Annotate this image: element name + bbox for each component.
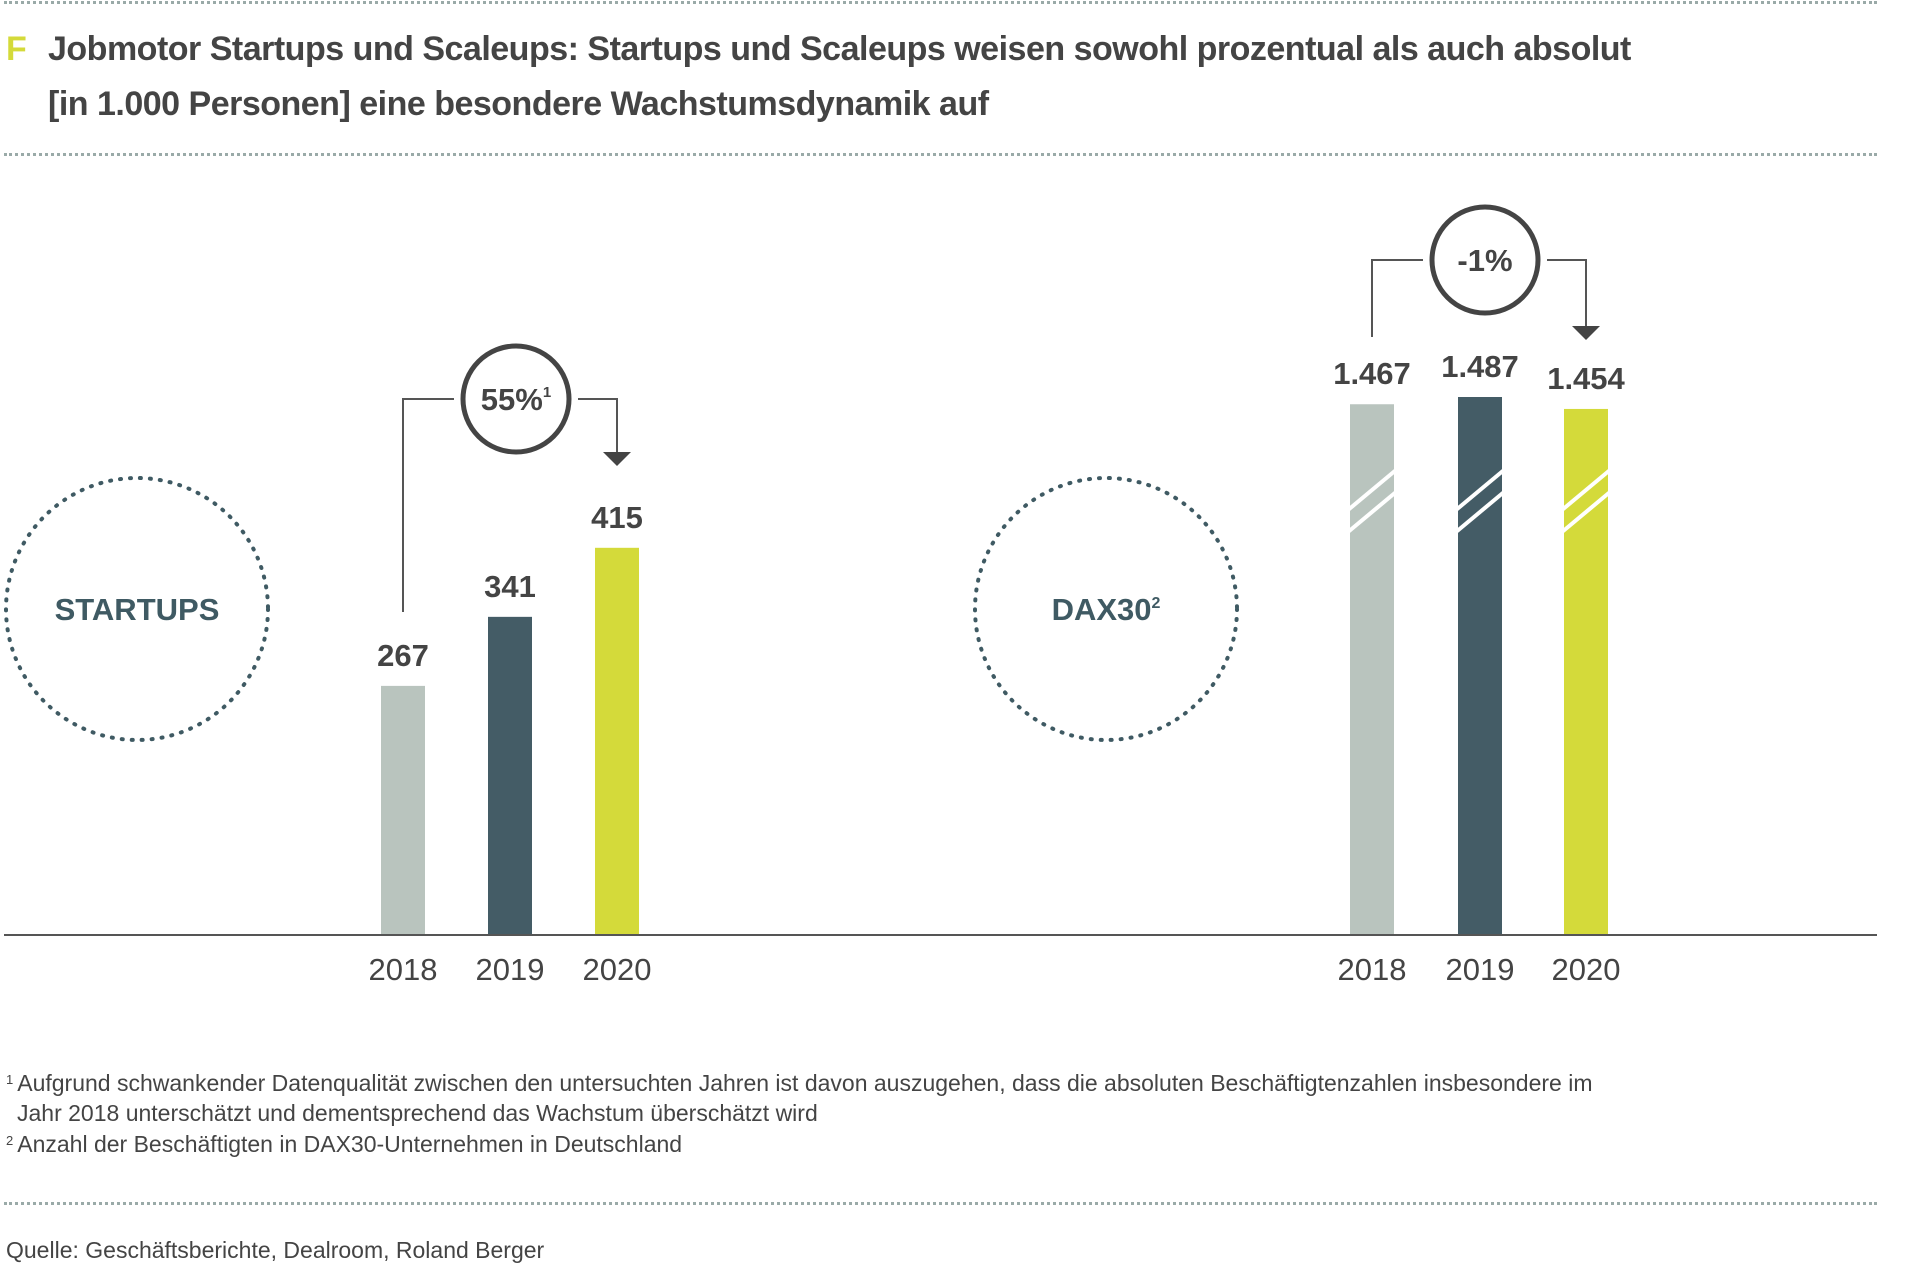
value-label: 415 xyxy=(591,500,643,535)
footnote-2-number: 2 xyxy=(6,1133,14,1148)
growth-bracket-left xyxy=(1371,259,1423,337)
arrow-down-icon xyxy=(1572,326,1600,340)
growth-footnote-marker: 1 xyxy=(543,384,551,401)
footnote-1-text: Aufgrund schwankender Datenqualität zwis… xyxy=(17,1070,1593,1096)
group-label: STARTUPS xyxy=(55,592,220,627)
title-line-2: [in 1.000 Personen] eine besondere Wachs… xyxy=(48,85,989,123)
bar-2019 xyxy=(1458,397,1502,934)
bar-2020 xyxy=(1564,408,1608,934)
value-label: 267 xyxy=(377,638,429,673)
value-label: 1.454 xyxy=(1547,361,1625,396)
group-footnote-marker: 2 xyxy=(1152,595,1161,612)
group-circle xyxy=(4,476,270,742)
axis-break-mark xyxy=(1454,468,1506,512)
value-label: 1.467 xyxy=(1333,356,1411,391)
value-label: 341 xyxy=(484,569,536,604)
bar-2020 xyxy=(595,547,639,934)
year-label: 2018 xyxy=(369,952,438,987)
bar-2018 xyxy=(381,685,425,934)
growth-bracket-right xyxy=(578,398,618,452)
growth-bubble xyxy=(460,343,572,455)
axis-break-mark xyxy=(1560,490,1612,534)
bar-2018 xyxy=(1350,404,1394,935)
footnote-1-cont: Jahr 2018 unterschätzt und dementspreche… xyxy=(17,1100,818,1126)
footnote-2: 2 Anzahl der Beschäftigten in DAX30-Unter… xyxy=(6,1131,682,1158)
group-label: DAX302 xyxy=(1052,592,1161,627)
footnote-1-number: 1 xyxy=(6,1072,14,1087)
footnote-1: 1 Aufgrund schwankender Datenqualität zwi… xyxy=(6,1070,1593,1097)
source-text: Quelle: Geschäftsberichte, Dealroom, Rol… xyxy=(6,1237,545,1263)
growth-label: 55%1 xyxy=(481,382,551,417)
footnote-2-text: Anzahl der Beschäftigten in DAX30-Untern… xyxy=(17,1131,683,1157)
year-label: 2019 xyxy=(476,952,545,987)
year-label: 2019 xyxy=(1446,952,1515,987)
footer-divider xyxy=(4,1202,1877,1205)
group-circle xyxy=(973,476,1239,742)
axis-break-mark xyxy=(1346,468,1398,512)
growth-bracket-right xyxy=(1547,259,1587,326)
arrow-down-icon xyxy=(603,452,631,466)
top-divider xyxy=(4,1,1877,4)
figure-marker: F xyxy=(6,30,27,68)
axis-break-mark xyxy=(1560,468,1612,512)
axis-break-mark xyxy=(1346,490,1398,534)
growth-bubble xyxy=(1429,204,1541,316)
year-label: 2020 xyxy=(1552,952,1621,987)
growth-bracket-left xyxy=(402,398,454,612)
title-divider xyxy=(4,153,1877,156)
bar-2019 xyxy=(488,616,532,934)
title-line-1: Jobmotor Startups und Scaleups: Startups… xyxy=(48,30,1631,68)
year-label: 2018 xyxy=(1338,952,1407,987)
axis-break-mark xyxy=(1454,490,1506,534)
value-label: 1.487 xyxy=(1441,349,1519,384)
year-label: 2020 xyxy=(583,952,652,987)
growth-label: -1% xyxy=(1457,243,1512,278)
